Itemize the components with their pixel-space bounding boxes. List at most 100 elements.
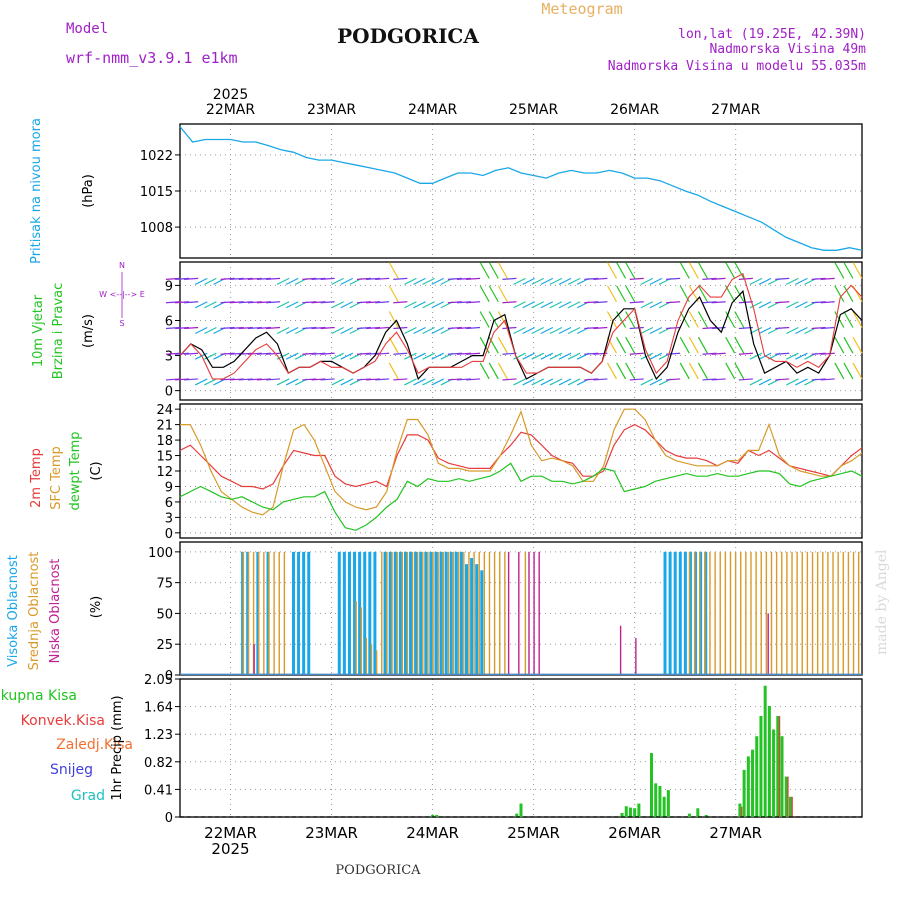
wind-arrow — [488, 362, 499, 380]
wind-arrow — [375, 352, 390, 355]
wind-arrow — [629, 326, 644, 330]
cloud-bar — [291, 551, 295, 675]
wind-arrow — [276, 301, 290, 309]
cloud-bar — [406, 551, 409, 675]
wind-arrow — [413, 301, 426, 309]
temp-line-1 — [180, 408, 863, 516]
wind-arrow — [320, 277, 335, 280]
wind-arrow — [356, 301, 372, 304]
temp-ytick-label: 21 — [156, 419, 173, 434]
wind-arrow — [331, 352, 344, 360]
wind-arrow — [688, 362, 699, 380]
wind-arrow — [666, 326, 681, 330]
cloud-bar — [770, 551, 773, 675]
precip-conv-bar — [741, 806, 743, 817]
cloud-bar — [388, 551, 392, 675]
wind-arrow — [749, 352, 763, 360]
wind-arrow — [786, 352, 799, 360]
wind-arrow — [497, 262, 508, 279]
cloud-bar — [373, 551, 377, 675]
cloud-bar — [801, 551, 803, 675]
cloud-bar — [663, 551, 667, 675]
wind-arrow — [640, 352, 654, 360]
temp-ytick-label: 18 — [156, 434, 173, 449]
model-label: Model — [66, 21, 108, 37]
cloud-bar — [816, 551, 819, 675]
cloud-bar — [668, 551, 672, 675]
wind-arrow — [593, 378, 608, 381]
day-label-top: 24MAR — [408, 102, 457, 118]
cloud-bar — [673, 551, 677, 675]
cloud-bar — [263, 551, 265, 675]
temp-ytick-label: 12 — [156, 465, 173, 480]
wind-arrow — [843, 285, 854, 303]
wind-arrow — [238, 277, 253, 280]
cloud-bar — [750, 551, 752, 675]
cloud-bar — [427, 551, 429, 675]
wind-arrow — [584, 326, 599, 330]
wind-arrow — [606, 262, 618, 279]
wind-arrow — [366, 326, 381, 330]
precip-bar — [637, 803, 641, 817]
wind-arrow — [195, 301, 208, 309]
cloud-bar — [847, 551, 850, 675]
cloud-bar — [619, 625, 622, 675]
precip-bar — [633, 808, 637, 817]
precip-bar — [519, 803, 523, 817]
day-label-bottom: 26MAR — [608, 824, 661, 842]
wind-arrow — [513, 352, 526, 360]
precip-legend-entry: Grad — [71, 788, 105, 804]
wind-arrow — [502, 326, 517, 330]
wind-arrow — [775, 277, 790, 280]
wind-arrow — [331, 277, 344, 285]
day-label-top: 22MAR — [206, 102, 255, 118]
wind-arrow — [629, 352, 644, 355]
wind-arrow — [688, 336, 699, 354]
wind-arrow — [247, 277, 262, 280]
cloud-panel: 0 25 50 75 100 — [148, 541, 863, 684]
precip-ytick-label: 0 — [165, 811, 173, 826]
cloud-bar — [483, 551, 486, 675]
wind-arrow — [629, 277, 644, 280]
wind-arrow — [725, 262, 736, 279]
wind-arrow — [522, 326, 535, 335]
temp-line-0 — [179, 423, 863, 490]
wind-arrow — [320, 378, 335, 381]
wind-arrow — [811, 378, 826, 381]
cloud-bar — [447, 551, 450, 675]
day-label-top: 25MAR — [509, 102, 558, 118]
wind-arrow — [697, 362, 708, 380]
day-label-bottom: 22MAR — [204, 824, 257, 842]
precip-bar — [759, 716, 763, 817]
wind-arrow — [531, 352, 545, 360]
cloud-bar — [256, 551, 260, 675]
cloud-bar — [381, 551, 383, 675]
cloud-bar — [699, 551, 703, 675]
wind-arrow — [606, 336, 618, 354]
wind-arrow — [786, 301, 799, 309]
cloud-bar — [391, 551, 393, 675]
wind-arrow — [688, 311, 699, 328]
cloud-ytick-label: 100 — [148, 546, 173, 561]
wind-arrow — [204, 301, 217, 309]
wind-arrow — [238, 378, 253, 381]
wind-arrow — [795, 326, 808, 335]
wind-arrow — [388, 336, 399, 354]
cloud-bar — [832, 551, 834, 675]
temp-ytick-label: 24 — [156, 403, 173, 418]
cloud-bar — [533, 551, 535, 675]
cloud-bar — [375, 650, 378, 675]
wind-arrow — [775, 378, 790, 381]
cloud-bar — [416, 551, 419, 675]
wind-arrow — [702, 378, 717, 381]
cloud-bar — [760, 551, 762, 675]
wind-arrow — [195, 326, 208, 335]
wind-arrow — [616, 336, 627, 354]
cloud-bar — [504, 551, 506, 675]
cloud-bar — [429, 551, 433, 675]
wind-arrow — [629, 378, 644, 381]
wind-arrow — [567, 352, 581, 360]
precip-bar — [687, 813, 691, 817]
cloud-bar — [857, 551, 860, 675]
cloud-bar — [434, 551, 438, 675]
